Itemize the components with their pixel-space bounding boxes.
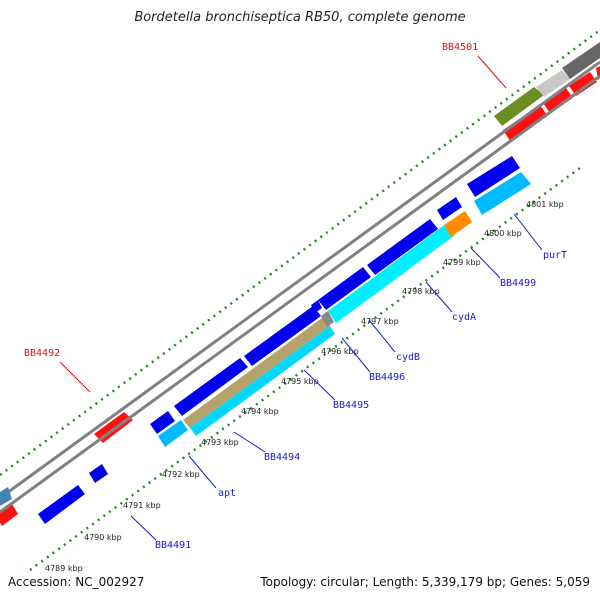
reverse-strand-secondary — [158, 172, 531, 447]
inner-tick-ring — [29, 166, 581, 572]
gene-arrow-bb4499[interactable] — [467, 156, 520, 197]
accession-text: Accession: NC_002927 — [8, 575, 145, 589]
gene-label-purt[interactable]: purT — [543, 250, 567, 261]
reverse-strand-features — [0, 156, 520, 524]
gene-label-bb4495[interactable]: BB4495 — [333, 400, 369, 411]
genome-stats-text: Topology: circular; Length: 5,339,179 bp… — [260, 575, 590, 589]
gene-arrow-bb4491[interactable] — [38, 485, 85, 524]
ruler-label: 4790 kbp — [84, 533, 122, 542]
ruler-label: 4793 kbp — [201, 438, 239, 447]
gene-arrow-apt-light[interactable] — [158, 420, 188, 447]
gene-arrow-cydb[interactable] — [367, 219, 438, 275]
ruler-label: 4801 kbp — [526, 200, 564, 209]
gene-label-bb4501[interactable]: BB4501 — [442, 42, 478, 53]
gene-arrow-red-2[interactable] — [543, 88, 573, 113]
gene-arrow-small-2[interactable] — [311, 300, 322, 313]
gene-labels: BB4491 apt BB4494 BB4495 BB4496 cydB cyd… — [24, 42, 567, 551]
gene-arrow-orange[interactable] — [444, 211, 472, 237]
gene-arrow-cyda[interactable] — [437, 197, 462, 220]
ruler-label: 4799 kbp — [443, 258, 481, 267]
gene-label-cyda[interactable]: cydA — [452, 312, 476, 323]
ruler-label: 4789 kbp — [45, 564, 83, 573]
gene-arrow-cyan-1[interactable] — [328, 275, 385, 323]
ruler-label: 4800 kbp — [484, 229, 522, 238]
gene-arrow-gray-dark[interactable] — [562, 42, 600, 79]
gene-label-apt[interactable]: apt — [218, 488, 236, 499]
ruler-label: 4795 kbp — [281, 377, 319, 386]
gene-label-bb4492[interactable]: BB4492 — [24, 348, 60, 359]
ruler-labels: 4789 kbp 4790 kbp 4791 kbp 4792 kbp 4793… — [45, 200, 564, 573]
ruler-label: 4797 kbp — [361, 317, 399, 326]
ruler-label: 4798 kbp — [402, 287, 440, 296]
gene-arrow-gray-light[interactable] — [536, 70, 570, 97]
ruler-label: 4792 kbp — [162, 470, 200, 479]
ruler-label: 4794 kbp — [241, 407, 279, 416]
gene-arrow-edge-blue[interactable] — [0, 487, 12, 506]
gene-arrow-purt[interactable] — [474, 172, 531, 215]
gene-arrow-bb4494[interactable] — [174, 358, 248, 416]
gene-label-bb4496[interactable]: BB4496 — [369, 372, 405, 383]
outer-tick-ring — [0, 28, 600, 477]
gene-arrow-bb4495[interactable] — [244, 306, 321, 366]
gene-arrow-tan[interactable] — [183, 318, 330, 428]
gene-arrow-gray-short[interactable] — [321, 311, 334, 327]
gene-arrow-red-1[interactable] — [503, 105, 547, 141]
label-leaders — [59, 55, 543, 541]
gene-arrow-small[interactable] — [89, 464, 108, 483]
gene-label-bb4499[interactable]: BB4499 — [500, 278, 536, 289]
gene-arrow-bb4496[interactable] — [318, 267, 371, 310]
gene-arrow-cyan-2[interactable] — [377, 223, 455, 287]
gene-label-bb4491[interactable]: BB4491 — [155, 540, 191, 551]
gene-label-bb4494[interactable]: BB4494 — [264, 452, 300, 463]
gene-arrow-apt[interactable] — [150, 411, 175, 434]
ruler-label: 4791 kbp — [123, 501, 161, 510]
map-title: Bordetella bronchiseptica RB50, complete… — [134, 10, 466, 25]
gene-arrow-lightblue-long[interactable] — [190, 326, 335, 436]
gene-arrow-bb4501[interactable] — [494, 87, 544, 126]
genome-backbone — [0, 60, 600, 514]
gene-arrow-red-3[interactable] — [569, 72, 597, 96]
gene-label-cydb[interactable]: cydB — [396, 352, 420, 363]
ruler-label: 4796 kbp — [321, 347, 359, 356]
